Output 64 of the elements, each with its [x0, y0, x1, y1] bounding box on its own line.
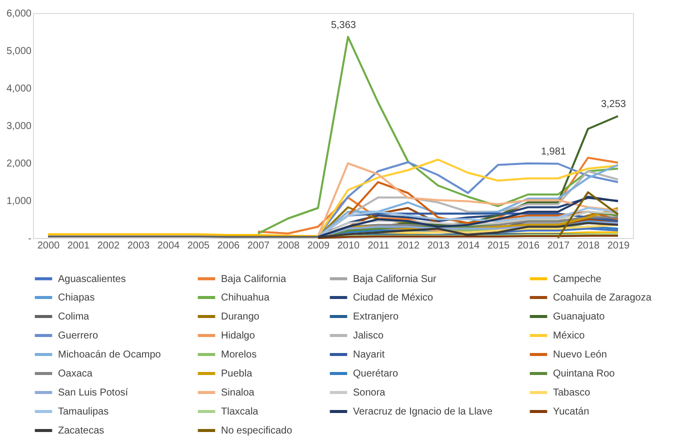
legend-label: No especificado	[221, 426, 293, 436]
x-tick-label: 2011	[368, 240, 390, 252]
legend-label: México	[553, 330, 586, 342]
x-tick-label: 2009	[307, 240, 330, 252]
x-tick-label: 2012	[397, 240, 420, 252]
legend-label: Zacatecas	[58, 426, 104, 436]
legend-label: Sinaloa	[221, 388, 255, 398]
legend-label: Coahuila de Zaragoza	[553, 292, 652, 304]
y-tick-label: -	[28, 234, 32, 244]
x-tick-label: 2018	[577, 240, 600, 252]
y-tick-label: 3,000	[6, 121, 32, 132]
y-tick-label: 1,000	[6, 196, 32, 207]
y-tick-label: 5,000	[6, 46, 32, 57]
legend-label: Nayarit	[353, 350, 385, 360]
legend-label: Tabasco	[553, 388, 591, 398]
x-tick-label: 2019	[607, 240, 630, 252]
x-tick-label: 2006	[217, 240, 240, 252]
x-tick-label: 2000	[37, 240, 60, 252]
legend-label: Tlaxcala	[221, 406, 259, 418]
y-tick-label: 4,000	[6, 84, 32, 94]
annotation: 1,981	[540, 146, 566, 158]
legend-label: Hidalgo	[221, 330, 256, 342]
legend-label: Quintana Roo	[553, 368, 616, 380]
legend-label: Chihuahua	[221, 292, 270, 304]
legend-label: Jalisco	[353, 330, 384, 342]
legend-label: Yucatán	[553, 406, 590, 418]
legend-label: Nuevo León	[553, 350, 607, 360]
x-tick-label: 2013	[427, 240, 450, 252]
legend-label: Michoacán de Ocampo	[58, 350, 162, 360]
legend-label: Baja California	[221, 274, 286, 285]
x-tick-label: 2016	[517, 240, 540, 252]
x-tick-label: 2003	[127, 240, 150, 252]
legend-label: Veracruz de Ignacio de la Llave	[353, 406, 493, 418]
legend-label: Extranjero	[353, 312, 400, 322]
x-tick-label: 2001	[67, 240, 90, 252]
y-tick-label: 6,000	[6, 8, 32, 20]
legend-label: Chiapas	[58, 292, 95, 304]
legend-label: Ciudad de México	[353, 292, 434, 304]
annotation: 5,363	[330, 20, 356, 31]
x-tick-label: 2004	[157, 240, 180, 252]
legend-label: Oaxaca	[58, 368, 93, 380]
x-tick-label: 2010	[337, 240, 360, 252]
x-tick-label: 2005	[187, 240, 210, 252]
legend-label: Querétaro	[353, 368, 398, 380]
legend-label: San Luis Potosí	[58, 388, 128, 398]
legend-label: Aguascalientes	[58, 274, 126, 285]
legend-label: Puebla	[221, 368, 253, 380]
legend-label: Tamaulipas	[58, 406, 109, 418]
x-tick-label: 2015	[487, 240, 510, 252]
legend-label: Baja California Sur	[353, 274, 438, 285]
y-tick-label: 2,000	[6, 158, 32, 170]
legend-label: Morelos	[221, 350, 257, 360]
x-tick-label: 2002	[97, 240, 120, 252]
x-tick-label: 2017	[547, 240, 570, 252]
legend-label: Campeche	[553, 274, 602, 285]
legend-label: Guerrero	[58, 330, 98, 342]
x-tick-label: 2008	[277, 240, 300, 252]
legend-label: Colima	[58, 312, 90, 322]
x-tick-label: 2014	[457, 240, 480, 252]
legend-label: Sonora	[353, 388, 386, 398]
x-tick-label: 2007	[247, 240, 270, 252]
legend-label: Durango	[221, 312, 260, 322]
annotation: 3,253	[600, 99, 626, 110]
legend-label: Guanajuato	[553, 312, 606, 322]
